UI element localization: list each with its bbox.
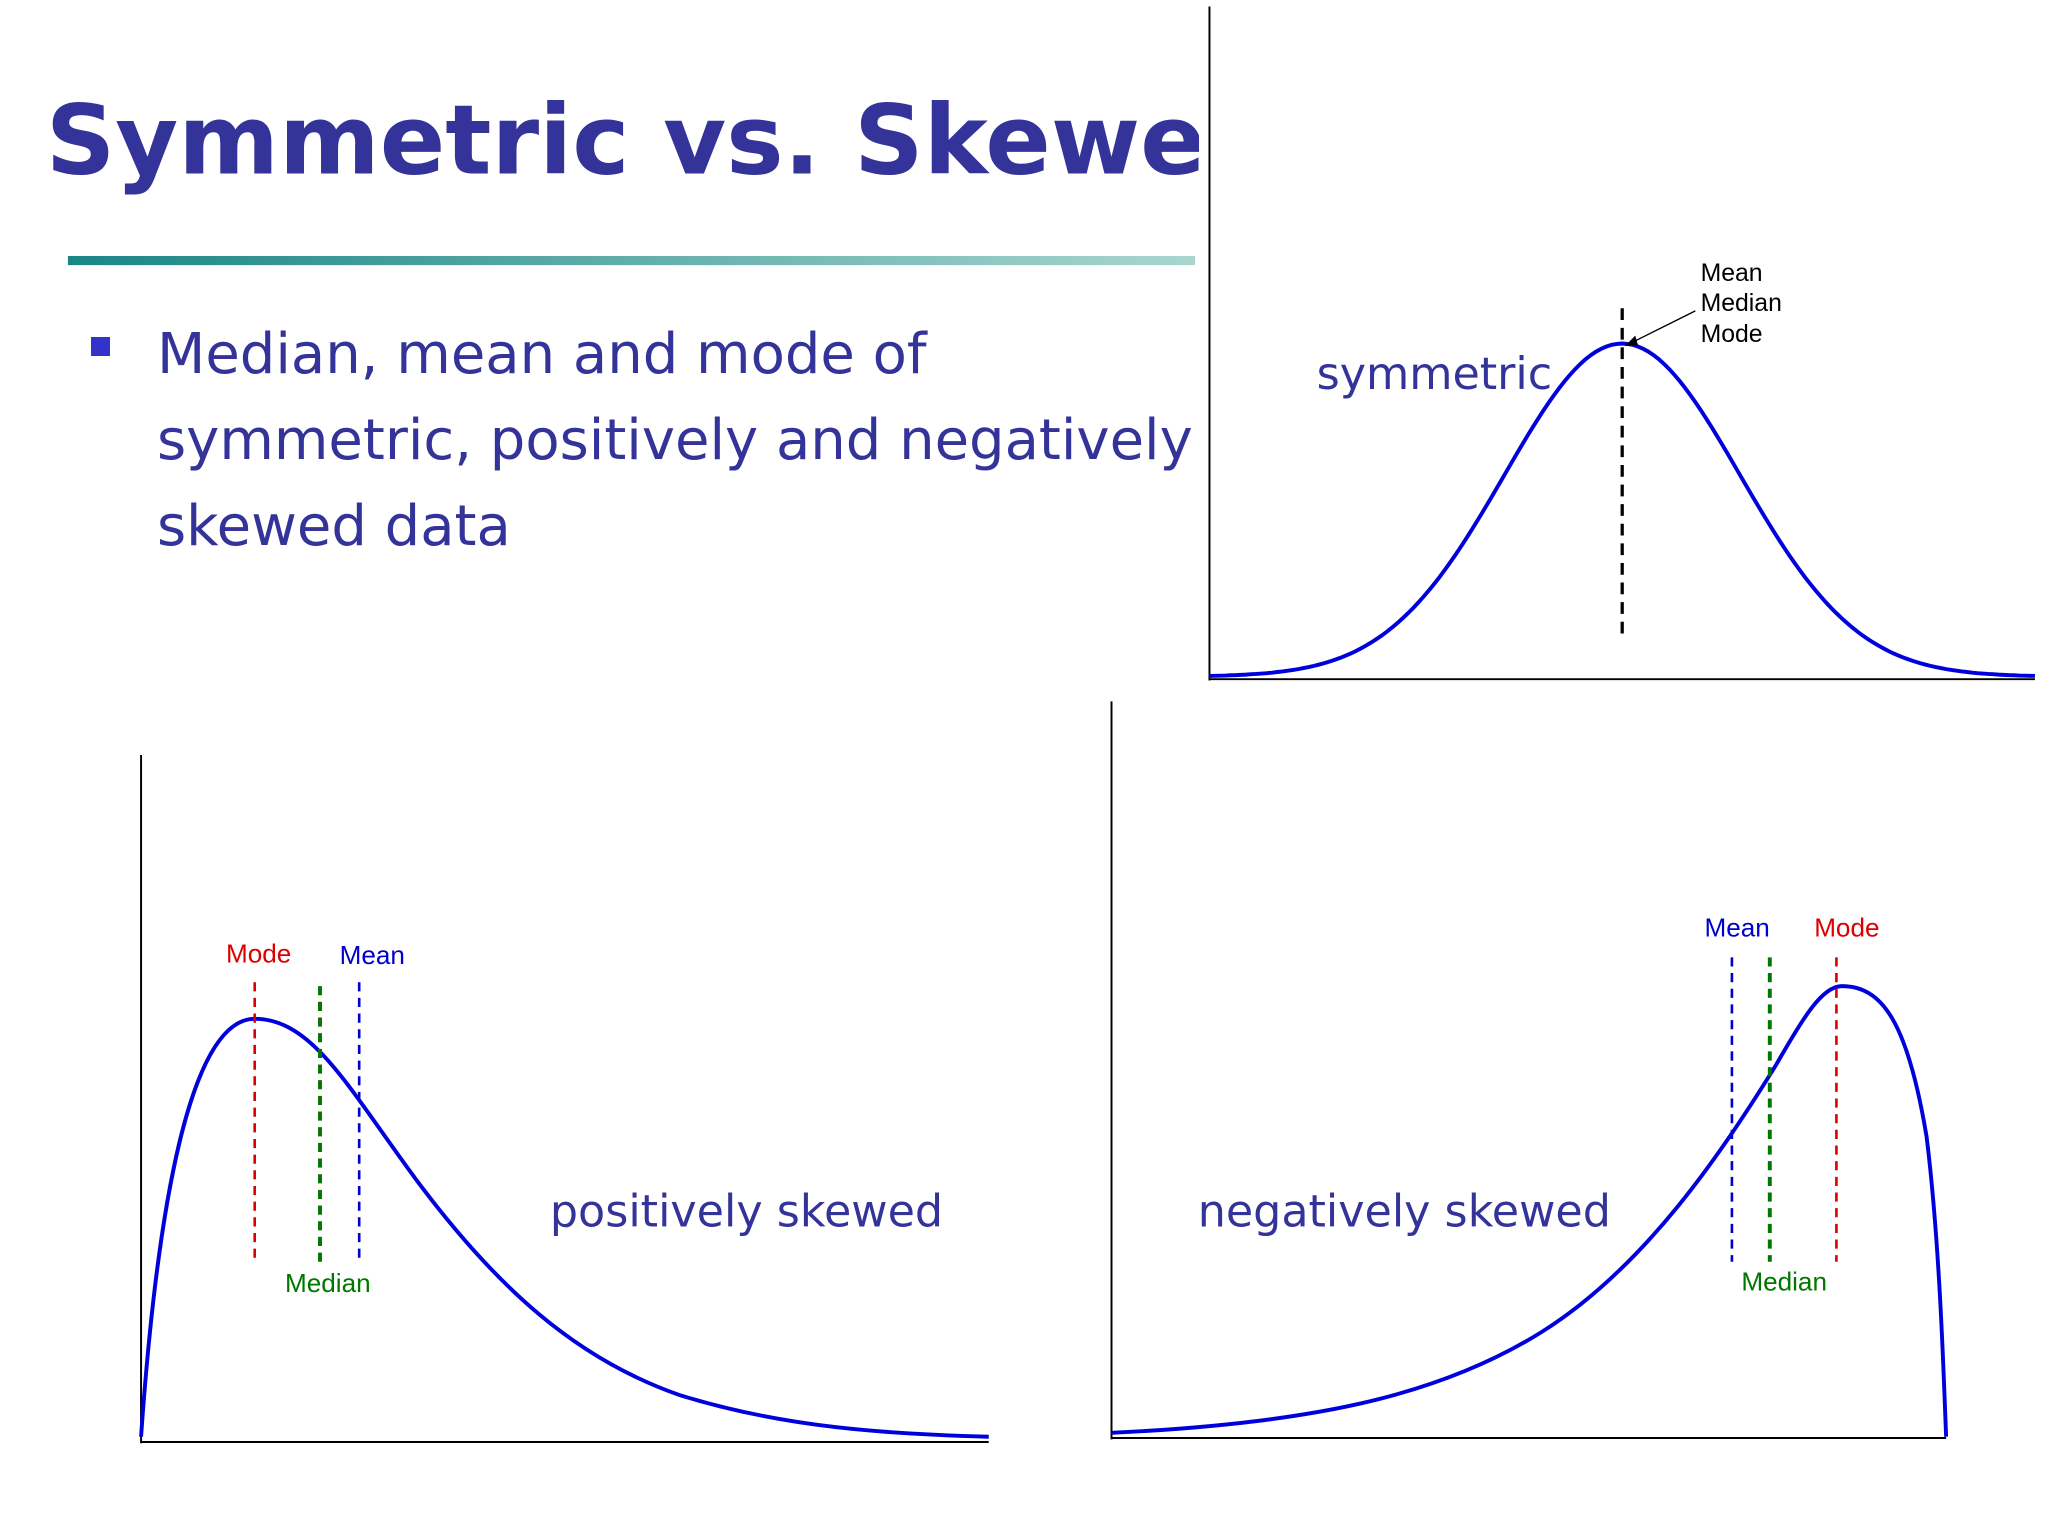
mean-label: Mean [1704, 912, 1769, 942]
mode-label: Mode [226, 939, 291, 969]
negative-label: negatively skewed [1198, 1186, 1611, 1237]
annotation: Median [1701, 290, 1782, 317]
arrow-line [1632, 310, 1696, 343]
positive-curve [139, 1016, 989, 1439]
symmetric-label: symmetric [1317, 349, 1553, 400]
bullet-text: Median, mean and mode of symmetric, posi… [157, 322, 1193, 559]
bullet-marker [91, 337, 110, 356]
median-label: Median [285, 1268, 371, 1298]
annotation: Mean [1701, 260, 1763, 287]
symmetric-curve [1209, 341, 2035, 678]
median-label: Median [1741, 1266, 1827, 1296]
mode-label: Mode [1814, 912, 1879, 942]
negative-curve [1111, 984, 1949, 1437]
mean-label: Mean [340, 940, 405, 970]
annotation: Mode [1701, 321, 1763, 348]
arrow-head [1624, 335, 1638, 347]
title-rule [67, 256, 1196, 266]
positive-label: positively skewed [550, 1186, 943, 1237]
